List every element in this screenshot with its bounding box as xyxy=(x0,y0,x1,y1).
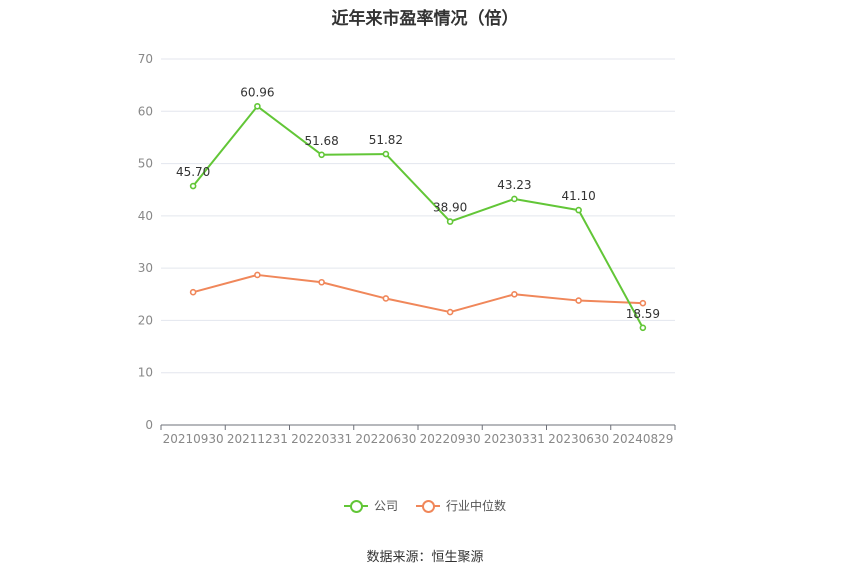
series-1-point-5 xyxy=(511,290,518,298)
y-tick-label-0: 0 xyxy=(145,418,153,432)
x-tick-label-20220930: 20220930 xyxy=(420,432,481,446)
legend-item-company[interactable]: 公司 xyxy=(343,497,398,514)
data-labels: 45.70 60.96 51.68 51.82 38.90 43.23 41.10 18.59 xyxy=(176,85,660,321)
data-label-6: 41.10 xyxy=(561,189,595,203)
series-0-point-4 xyxy=(446,218,454,225)
y-tick-label-30: 30 xyxy=(138,261,153,275)
y-tick-label-60: 60 xyxy=(138,104,153,118)
legend: 公司 行业中位数 xyxy=(0,497,850,514)
data-label-5: 43.23 xyxy=(497,178,531,192)
y-tick-label-40: 40 xyxy=(138,209,153,223)
grid-lines xyxy=(161,58,675,374)
data-label-1: 60.96 xyxy=(240,85,274,99)
series-1-point-4 xyxy=(446,308,454,316)
x-tick-label-20220630: 20220630 xyxy=(355,432,416,446)
series-line-1 xyxy=(192,273,643,314)
x-tick-label-20211231: 20211231 xyxy=(227,432,288,446)
series-0-point-3 xyxy=(382,150,390,158)
x-tick-label-20230331: 20230331 xyxy=(484,432,545,446)
legend-item-industry-median[interactable]: 行业中位数 xyxy=(416,497,506,514)
legend-swatch-company xyxy=(343,499,368,513)
series-1-point-1 xyxy=(254,271,261,279)
data-label-2: 51.68 xyxy=(304,134,338,148)
legend-swatch-industry-median xyxy=(416,499,440,513)
series-0-point-7 xyxy=(639,324,647,332)
data-source: 数据来源：恒生聚源 xyxy=(366,550,484,565)
y-tick-label-70: 70 xyxy=(138,52,153,66)
chart-title: 近年来市盈率情况（倍） xyxy=(331,9,519,29)
legend-label-industry-median: 行业中位数 xyxy=(446,499,507,513)
series-line-0 xyxy=(192,105,644,329)
x-tick-label-20220331: 20220331 xyxy=(291,432,352,446)
y-tick-label-20: 20 xyxy=(138,313,153,327)
series-0-point-1 xyxy=(254,102,261,110)
x-tick-label-20210930: 20210930 xyxy=(163,432,224,446)
legend-label-company: 公司 xyxy=(373,499,398,513)
y-tick-label-10: 10 xyxy=(138,366,153,380)
series-0-point-5 xyxy=(511,195,518,203)
series-1-point-7 xyxy=(639,299,647,307)
data-label-4: 38.90 xyxy=(433,201,467,215)
data-label-0: 45.70 xyxy=(176,165,210,179)
data-label-3: 51.82 xyxy=(369,133,403,147)
series-0-point-0 xyxy=(189,182,197,190)
series-0-point-6 xyxy=(575,206,582,214)
series-1-point-0 xyxy=(189,288,197,296)
series-1-point-6 xyxy=(575,297,582,304)
series-layer xyxy=(189,102,647,332)
y-tick-label-50: 50 xyxy=(138,157,153,171)
series-0-point-2 xyxy=(318,151,325,159)
x-tick-label-20230630: 20230630 xyxy=(548,432,609,446)
x-tick-label-20240829: 20240829 xyxy=(612,432,673,446)
data-label-7: 18.59 xyxy=(626,307,660,321)
series-1-point-2 xyxy=(318,278,325,286)
series-1-point-3 xyxy=(382,295,390,302)
